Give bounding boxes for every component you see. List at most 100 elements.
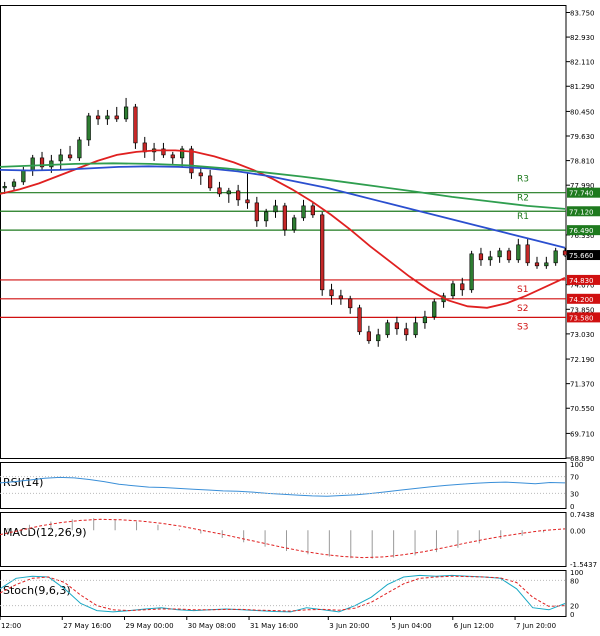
level-name-s2: S2: [517, 304, 528, 314]
candle-body: [516, 244, 521, 261]
price-tick-label: 83.750: [570, 9, 595, 17]
level-name-r3: R3: [517, 175, 529, 185]
candle-body: [189, 148, 194, 174]
level-tag-s2: [567, 293, 600, 304]
candle-body: [534, 262, 540, 267]
x-tick-label: 31 May 16:00: [250, 622, 298, 630]
ma-fast-line: [0, 149, 566, 309]
candle-body: [77, 139, 82, 159]
candle-body: [95, 115, 101, 120]
candle-body: [432, 301, 437, 318]
price-tick-label: 82.110: [570, 59, 595, 67]
candle-body: [553, 250, 558, 264]
candle-body: [506, 250, 512, 261]
price-tick-label: 76.330: [570, 232, 595, 240]
candle-body: [562, 250, 568, 256]
candle-body: [385, 322, 390, 336]
candle-body: [394, 322, 400, 330]
macd-series-0: [0, 518, 566, 559]
price-tick-label: 77.990: [570, 182, 595, 190]
price-tick-label: 81.290: [570, 83, 595, 91]
candle-body: [469, 253, 474, 291]
candle-body: [114, 115, 119, 120]
panel-frame-1: [0, 462, 567, 509]
candle-body: [376, 334, 381, 342]
candle-body: [320, 214, 325, 291]
candle-body: [86, 115, 91, 141]
stoch-title: Stoch(9,6,3): [3, 584, 71, 597]
price-tick-label: 78.810: [570, 158, 595, 166]
x-tick-label: 5 Jun 04:00: [392, 622, 432, 630]
level-tag-label-s3: 73.580: [569, 314, 594, 322]
stoch-tick-label: 80: [570, 577, 579, 585]
macd-tick-label: 0.00: [570, 527, 586, 535]
x-tick-label: 6 Jun 12:00: [454, 622, 494, 630]
price-tick-label: 73.030: [570, 331, 595, 339]
rsi-tick-label: 0: [570, 503, 574, 511]
level-tag-label-r1: 76.490: [569, 227, 594, 235]
candle-body: [180, 148, 185, 159]
candle-body: [450, 283, 456, 297]
candle-body: [226, 190, 231, 195]
level-tag-label-s1: 74.830: [569, 277, 594, 285]
candle-body: [217, 187, 222, 195]
level-tag-label-r2: 77.120: [569, 208, 594, 216]
macd-tick-label: 0.7438: [570, 511, 595, 519]
candle-body: [460, 283, 465, 291]
candle-body: [544, 262, 549, 267]
x-tick-label: 27 May 16:00: [63, 622, 111, 630]
rsi-series-0: [0, 476, 566, 497]
rsi-tick-label: 100: [570, 461, 583, 469]
candle-body: [273, 205, 278, 213]
candle-body: [366, 331, 371, 342]
candle-body: [67, 154, 73, 159]
price-tick-label: 70.550: [570, 405, 595, 413]
candle-body: [264, 211, 269, 222]
candle-body: [357, 307, 362, 333]
level-tag-r1: [567, 225, 600, 236]
candle-body: [236, 190, 241, 201]
level-name-s1: S1: [517, 285, 528, 295]
price-tick-label: 69.710: [570, 430, 595, 438]
candle-body: [161, 148, 166, 156]
panel-frame-2: [0, 512, 567, 567]
level-tag-label-s2: 74.200: [569, 296, 594, 304]
candle-body: [39, 157, 45, 168]
rsi-tick-label: 70: [570, 474, 579, 482]
price-tick-label: 73.850: [570, 306, 595, 314]
candle-body: [478, 253, 484, 261]
candle-body: [254, 202, 259, 222]
candle-body: [329, 289, 334, 297]
candle-body: [58, 154, 63, 162]
candle-body: [30, 157, 35, 171]
candle-body: [301, 205, 306, 219]
x-tick-label: 3 Jun 20:00: [329, 622, 369, 630]
level-tag-r3: [567, 187, 600, 198]
stoch-tick-label: 100: [570, 569, 583, 577]
panel-frame-0: [0, 5, 567, 459]
candle-body: [282, 205, 287, 231]
rsi-tick-label: 30: [570, 490, 579, 498]
macd-title: MACD(12,26,9): [3, 526, 87, 539]
candle-body: [105, 115, 110, 120]
level-name-r2: R2: [517, 193, 529, 203]
level-name-r1: R1: [517, 212, 529, 222]
level-tag-s1: [567, 274, 600, 285]
x-tick-label: 12:00: [1, 622, 21, 630]
candle-body: [292, 217, 297, 231]
current-price-tag: [567, 250, 600, 261]
candle-body: [198, 172, 203, 177]
candle-body: [413, 322, 418, 336]
stoch-tick-label: 20: [570, 603, 579, 611]
candle-body: [133, 106, 138, 144]
level-tag-s3: [567, 312, 600, 323]
candle-body: [338, 295, 343, 300]
x-tick-label: 29 May 00:00: [126, 622, 174, 630]
current-price-label: 75.660: [569, 252, 594, 260]
price-tick-label: 82.930: [570, 34, 595, 42]
level-tag-r2: [567, 206, 600, 217]
candle-body: [245, 199, 250, 204]
price-tick-label: 80.450: [570, 108, 595, 116]
